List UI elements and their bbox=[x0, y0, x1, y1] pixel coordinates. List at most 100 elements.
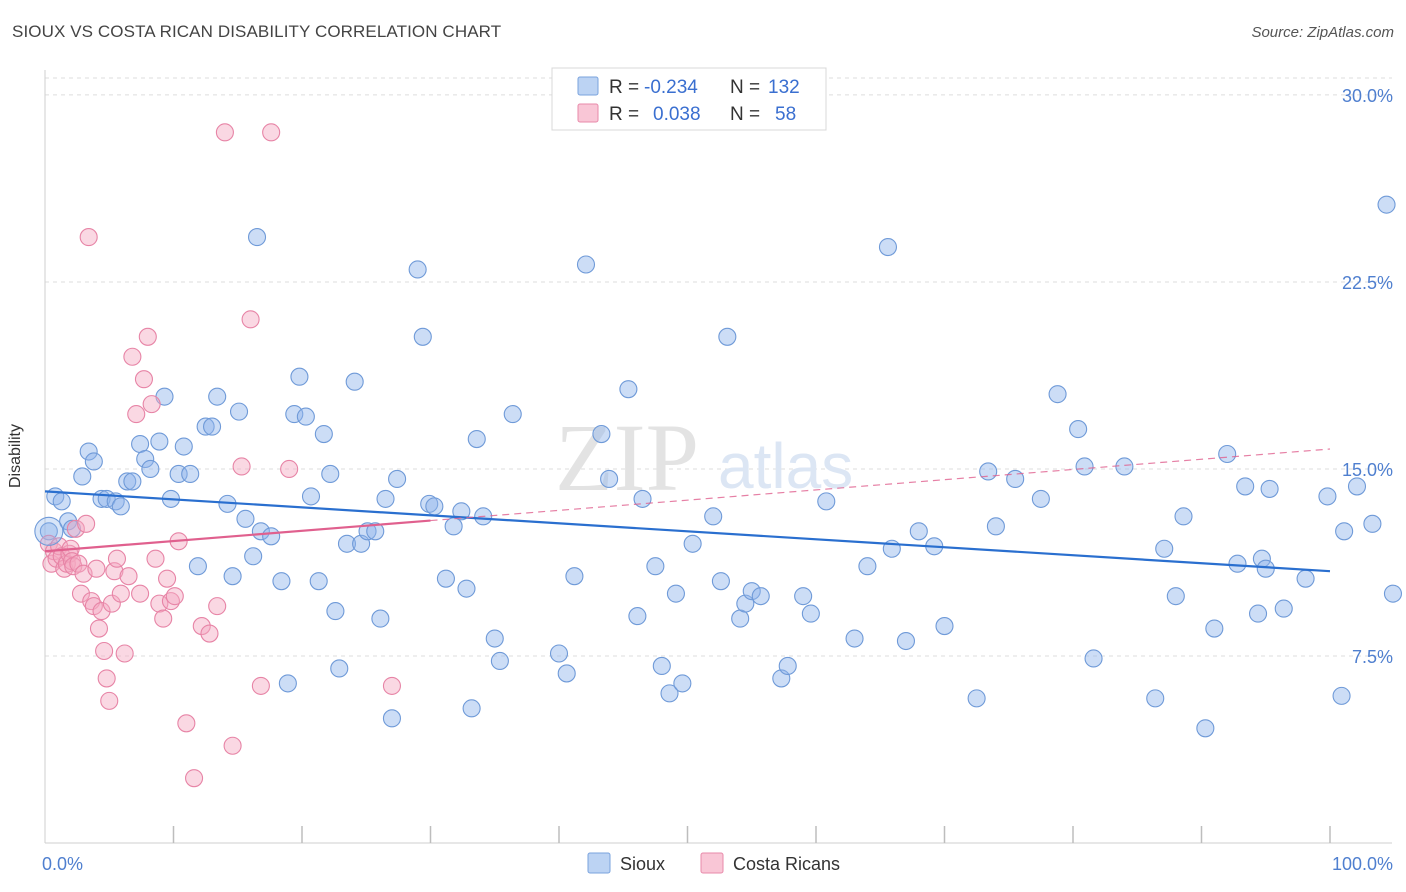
sioux-point-15 bbox=[136, 449, 155, 469]
costa-ricans-point-57 bbox=[382, 676, 402, 695]
sioux-point-85 bbox=[711, 572, 730, 591]
sioux-point-79 bbox=[652, 656, 671, 676]
sioux-point-78 bbox=[646, 557, 665, 576]
sioux-point-2 bbox=[52, 492, 71, 511]
costa-ricans-point-43 bbox=[165, 587, 184, 606]
sioux-point-33 bbox=[251, 522, 270, 541]
sioux-point-118 bbox=[1196, 719, 1215, 738]
costa-ricans-point-29 bbox=[111, 584, 130, 603]
costa-ricans-point-37 bbox=[142, 395, 161, 414]
stats-r-value-costa-ricans: 0.038 bbox=[653, 104, 701, 125]
sioux-point-76 bbox=[628, 607, 647, 626]
sioux-point-37 bbox=[285, 405, 304, 424]
sioux-point-53 bbox=[382, 709, 402, 728]
costa-ricans-point-14 bbox=[71, 584, 91, 603]
costa-ricans-point-21 bbox=[89, 619, 109, 638]
sioux-point-69 bbox=[549, 644, 569, 663]
sioux-point-23 bbox=[188, 557, 207, 576]
x-tick-label-1: 100.0% bbox=[1332, 854, 1393, 874]
sioux-point-39 bbox=[296, 407, 315, 426]
sioux-point-66 bbox=[485, 629, 504, 648]
watermark: ZIP atlas bbox=[555, 404, 853, 511]
sioux-point-47 bbox=[345, 372, 364, 391]
costa-ricans-point-22 bbox=[92, 602, 111, 621]
tick-labels: 7.5% 15.0% 22.5% 30.0% 0.0% 100.0% bbox=[42, 86, 1393, 874]
sioux-point-6 bbox=[79, 442, 98, 461]
sioux-point-97 bbox=[858, 557, 877, 576]
axes bbox=[44, 70, 1392, 844]
legend-label-costa-ricans: Costa Ricans bbox=[733, 854, 840, 874]
costa-ricans-point-13 bbox=[69, 554, 88, 573]
sioux-point-111 bbox=[1075, 457, 1094, 476]
sioux-point-34 bbox=[262, 527, 281, 546]
costa-ricans-point-32 bbox=[123, 347, 142, 366]
sioux-point-82 bbox=[673, 674, 692, 693]
costa-ricans-point-36 bbox=[138, 327, 157, 346]
sioux-point-93 bbox=[794, 587, 813, 606]
legend-label-sioux: Sioux bbox=[620, 854, 665, 874]
sioux-point-105 bbox=[979, 462, 998, 481]
sioux-point-98 bbox=[878, 237, 898, 257]
sioux-point-11 bbox=[111, 497, 130, 516]
sioux-point-84 bbox=[704, 507, 723, 526]
sioux-point-116 bbox=[1166, 587, 1185, 606]
sioux-point-68 bbox=[503, 405, 522, 424]
trend-layer bbox=[44, 448, 1331, 573]
x-tick-label-0: 0.0% bbox=[42, 854, 83, 874]
sioux-point-119 bbox=[1205, 619, 1224, 638]
stats-r-value-sioux: -0.234 bbox=[644, 77, 698, 98]
sioux-point-64 bbox=[467, 429, 486, 449]
costa-ricans-point-50 bbox=[215, 123, 234, 142]
sioux-point-128 bbox=[1296, 569, 1315, 588]
sioux-point-0 bbox=[39, 522, 58, 541]
sioux-point-16 bbox=[141, 459, 160, 479]
sioux-point-40 bbox=[301, 487, 321, 506]
sioux-point-71 bbox=[565, 567, 584, 586]
sioux-point-135 bbox=[1383, 584, 1403, 603]
costa-ricans-point-39 bbox=[150, 594, 169, 613]
costa-ricans-point-47 bbox=[192, 617, 211, 636]
costa-ricans-point-20 bbox=[87, 559, 106, 578]
legend-swatch-sioux bbox=[587, 852, 611, 874]
sioux-point-92 bbox=[778, 656, 797, 676]
watermark-zip: ZIP bbox=[555, 404, 699, 511]
costa-ricans-point-48 bbox=[200, 624, 219, 643]
chart-source: Source: ZipAtlas.com bbox=[1251, 24, 1394, 41]
sioux-point-29 bbox=[229, 402, 249, 421]
sioux-point-59 bbox=[436, 569, 455, 588]
costa-ricans-point-31 bbox=[119, 567, 138, 586]
costa-ricans-point-53 bbox=[241, 310, 260, 329]
sioux-cluster-point bbox=[34, 516, 64, 546]
y-tick-label-3: 30.0% bbox=[1342, 86, 1393, 106]
costa-ricans-point-30 bbox=[115, 644, 134, 663]
stats-r-label-costa-ricans: R = bbox=[609, 104, 639, 125]
sioux-point-100 bbox=[896, 631, 916, 651]
sioux-point-121 bbox=[1228, 554, 1247, 573]
costa-ricans-point-52 bbox=[232, 457, 251, 476]
sioux-point-134 bbox=[1377, 195, 1396, 214]
sioux-point-104 bbox=[967, 689, 986, 708]
sioux-point-55 bbox=[408, 260, 427, 279]
sioux-point-115 bbox=[1155, 539, 1174, 558]
sioux-point-50 bbox=[366, 522, 385, 541]
gridlines bbox=[45, 77, 1392, 657]
sioux-point-127 bbox=[1274, 599, 1293, 618]
sioux-point-61 bbox=[452, 502, 471, 521]
sioux-point-86 bbox=[718, 327, 737, 346]
sioux-point-12 bbox=[118, 472, 137, 491]
sioux-point-80 bbox=[660, 684, 679, 703]
sioux-point-101 bbox=[909, 522, 928, 541]
sioux-point-108 bbox=[1031, 489, 1050, 508]
sioux-point-133 bbox=[1363, 514, 1382, 533]
sioux-point-52 bbox=[376, 489, 395, 508]
sioux-point-113 bbox=[1115, 457, 1134, 476]
stats-n-label-costa-ricans: N = bbox=[730, 104, 760, 125]
stats-n-value-costa-ricans: 58 bbox=[775, 104, 796, 125]
legend-swatch-costa-ricans bbox=[700, 852, 724, 874]
stats-r-label-sioux: R = bbox=[609, 77, 639, 98]
costa-ricans-point-11 bbox=[64, 557, 83, 576]
costa-ricans-point-26 bbox=[102, 594, 121, 613]
sioux-point-26 bbox=[208, 387, 227, 406]
y-tick-label-1: 15.0% bbox=[1342, 460, 1393, 480]
